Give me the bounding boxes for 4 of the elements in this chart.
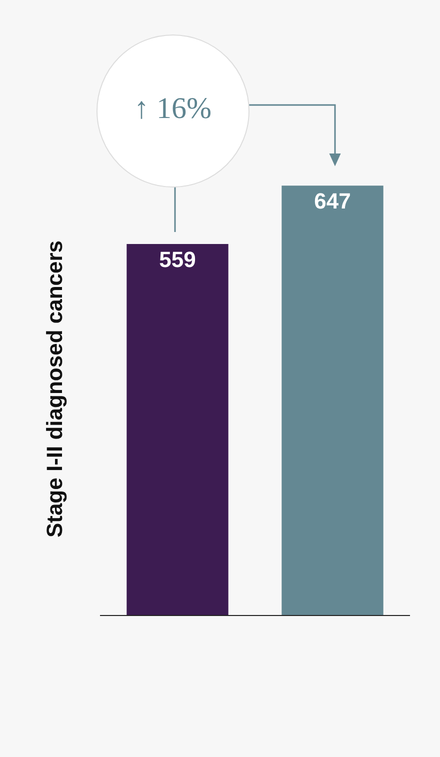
y-axis-title: Stage I-II diagnosed cancers	[42, 240, 67, 538]
data-label: 559	[159, 247, 196, 272]
data-label: 647	[314, 188, 351, 214]
text: ↑ 16%	[134, 92, 212, 125]
